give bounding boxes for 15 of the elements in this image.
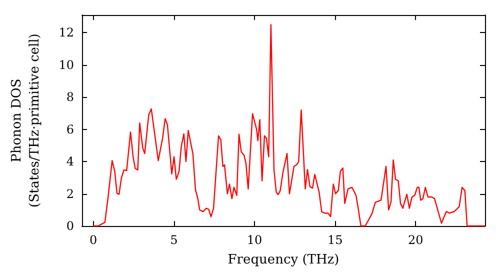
y-tick-label: 10 <box>58 58 74 72</box>
x-tick-label: 20 <box>408 233 424 247</box>
x-tick-label: 0 <box>89 233 98 247</box>
y-axis-title: Phonon DOS (States/THz·primitive cell) <box>10 33 42 208</box>
y-tick-label: 8 <box>66 90 74 104</box>
y-tick-label: 6 <box>66 122 74 136</box>
line-series <box>92 24 486 227</box>
y-tick-label: 12 <box>58 26 74 40</box>
x-tick-label: 15 <box>327 233 343 247</box>
y-tick-label: 0 <box>66 219 74 233</box>
x-tick-label: 5 <box>170 233 178 247</box>
y-tick-label: 4 <box>66 154 74 169</box>
x-axis-title: Frequency (THz) <box>228 252 340 268</box>
y-tick-label: 2 <box>66 186 74 201</box>
x-tick-label: 10 <box>246 233 262 247</box>
